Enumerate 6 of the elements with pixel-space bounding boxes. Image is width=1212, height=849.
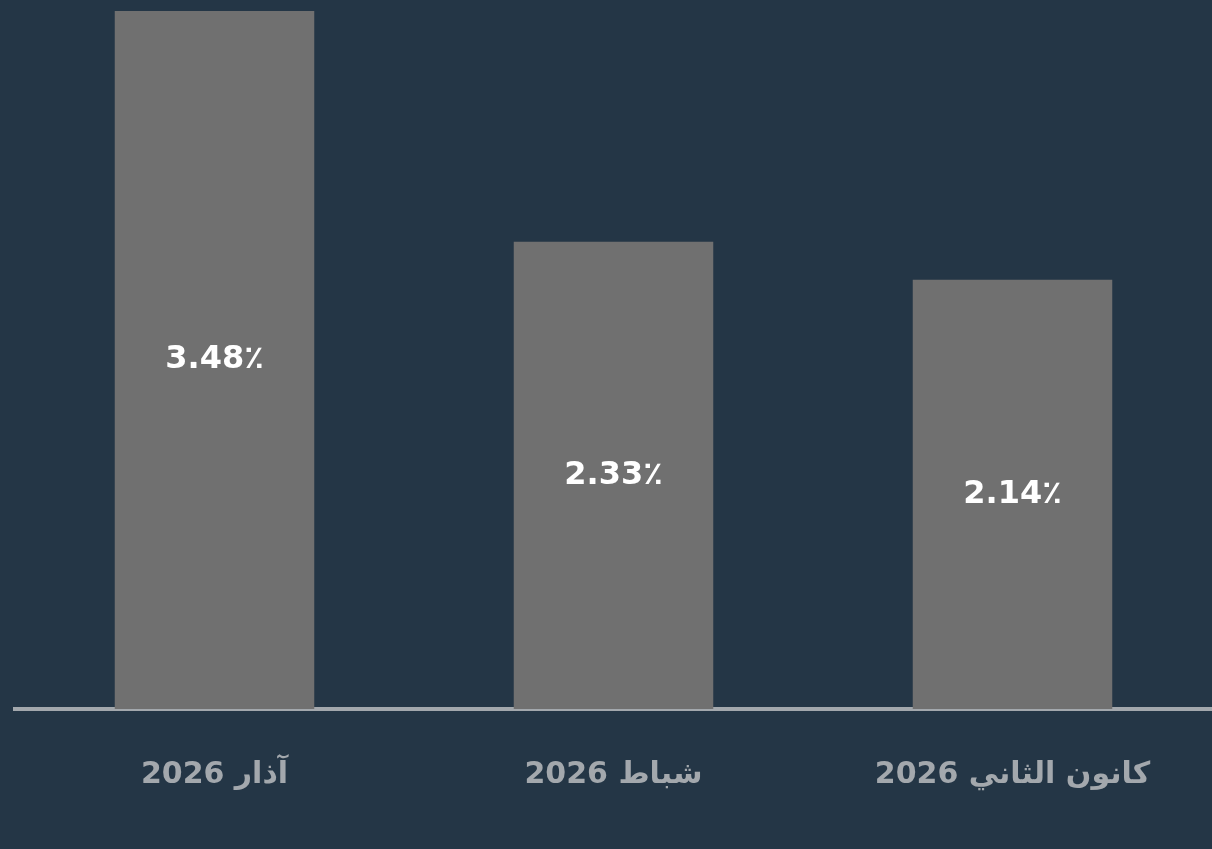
- data-label: 2.33٪: [564, 453, 663, 492]
- x-tick-label: كانون الثاني 2026: [874, 754, 1151, 791]
- x-tick-label: آذار 2026: [140, 753, 289, 790]
- data-label: 2.14٪: [963, 472, 1062, 511]
- x-tick-label: شباط 2026: [524, 754, 703, 790]
- data-label: 3.48٪: [165, 338, 264, 377]
